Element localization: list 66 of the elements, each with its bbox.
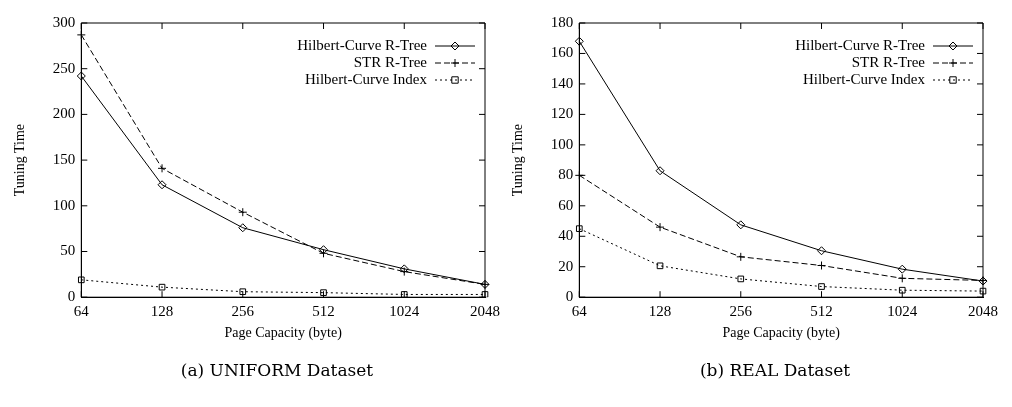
point	[656, 262, 664, 270]
y-tick-label: 0	[565, 288, 574, 305]
point	[481, 291, 489, 298]
y-axis-title: Tuning Time	[12, 123, 28, 197]
x-tick-label: 512	[312, 303, 335, 320]
point	[320, 289, 327, 296]
point	[77, 276, 85, 284]
y-tick-label: 0	[67, 288, 76, 305]
point	[575, 225, 583, 232]
point	[737, 275, 745, 283]
x-tick-label: 256	[729, 303, 753, 320]
point	[238, 223, 248, 233]
point	[238, 207, 248, 217]
x-tick-label: 1024	[389, 303, 420, 320]
x-tick-label: 256	[231, 303, 255, 320]
y-tick-label: 140	[550, 74, 574, 91]
y-tick-label: 300	[52, 13, 76, 30]
x-tick-label: 1024	[887, 303, 918, 320]
point	[239, 288, 247, 296]
legend-label: STR R-Tree	[353, 53, 428, 70]
point	[400, 291, 408, 298]
text: (a) UNIFORM Dataset	[180, 360, 374, 380]
y-tick-label: 200	[52, 105, 76, 122]
x-axis-title: Page Capacity (byte)	[722, 325, 841, 342]
y-tick-label: 120	[550, 105, 574, 122]
point	[157, 180, 167, 190]
point	[574, 36, 584, 46]
point	[655, 166, 665, 176]
y-tick-label: 50	[60, 242, 76, 259]
y-tick-label: 60	[558, 196, 574, 213]
point	[76, 71, 86, 81]
point	[158, 283, 166, 291]
point	[818, 283, 825, 290]
y-axis-title: Tuning Time	[510, 123, 526, 197]
x-tick-label: 512	[810, 303, 833, 320]
point	[655, 222, 665, 232]
point	[897, 264, 907, 274]
point	[157, 163, 167, 173]
x-axis-title: Page Capacity (byte)	[224, 325, 343, 342]
legend-label: STR R-Tree	[851, 53, 926, 70]
point	[736, 252, 746, 262]
y-tick-label: 250	[52, 59, 76, 76]
x-tick-label: 64	[571, 303, 588, 320]
y-tick-label: 150	[52, 151, 76, 168]
y-tick-label: 40	[558, 227, 574, 244]
point	[898, 286, 906, 294]
point	[897, 273, 907, 283]
y-tick-label: 100	[550, 135, 574, 152]
point	[979, 287, 987, 295]
x-tick-label: 64	[73, 303, 90, 320]
legend-label: Hilbert-Curve R-Tree	[297, 36, 428, 53]
y-tick-label: 80	[558, 166, 574, 183]
x-tick-label: 2048	[968, 303, 998, 320]
x-tick-label: 128	[648, 303, 672, 320]
legend-label: Hilbert-Curve Index	[304, 70, 428, 87]
legend-label: Hilbert-Curve Index	[802, 70, 926, 87]
point	[817, 246, 827, 256]
y-tick-label: 160	[550, 44, 574, 61]
legend-label: Hilbert-Curve R-Tree	[795, 36, 926, 53]
y-tick-label: 180	[550, 13, 574, 30]
x-tick-label: 2048	[470, 303, 500, 320]
y-tick-label: 20	[558, 257, 574, 274]
text: (b) REAL Dataset	[699, 360, 851, 380]
point	[736, 220, 746, 230]
y-tick-label: 100	[52, 196, 76, 213]
x-tick-label: 128	[150, 303, 174, 320]
